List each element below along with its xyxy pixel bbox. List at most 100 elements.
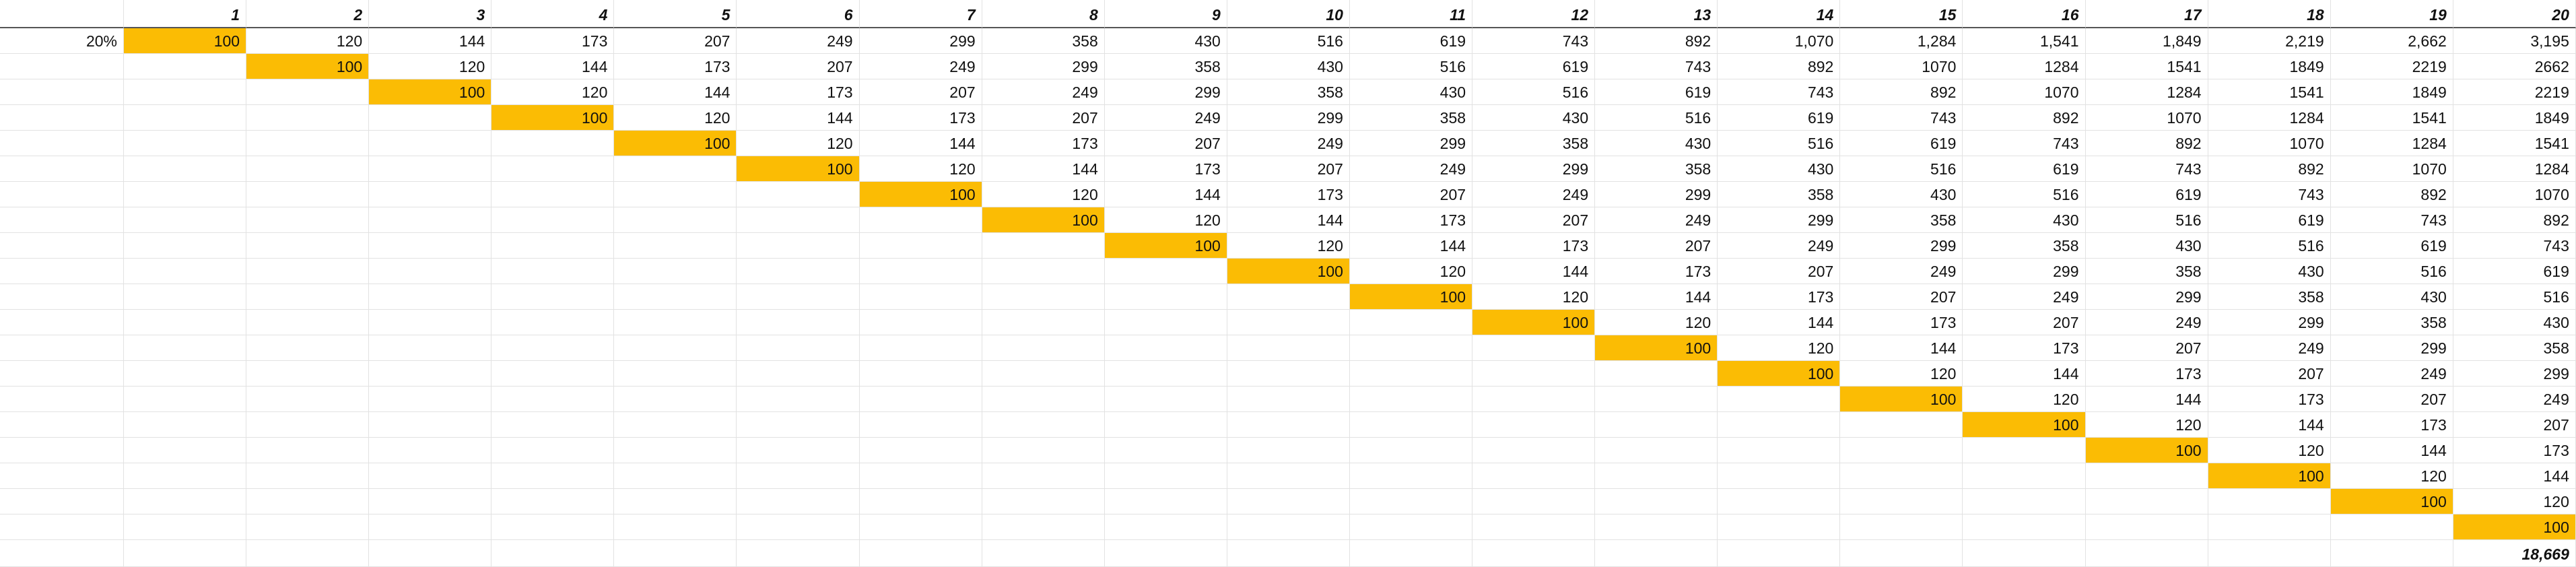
value-cell[interactable]: 619 <box>2208 207 2331 233</box>
value-cell[interactable]: 1541 <box>2208 79 2331 105</box>
value-cell[interactable]: 120 <box>859 156 982 182</box>
highlighted-cell[interactable]: 100 <box>859 182 982 207</box>
value-cell[interactable]: 207 <box>1227 156 1350 182</box>
value-cell[interactable]: 2219 <box>2330 54 2453 79</box>
value-cell[interactable]: 299 <box>1840 233 1963 259</box>
row-label-cell[interactable] <box>0 182 124 207</box>
value-cell[interactable]: 430 <box>1227 54 1350 79</box>
value-cell[interactable] <box>246 489 370 514</box>
value-cell[interactable] <box>614 463 737 489</box>
value-cell[interactable]: 144 <box>1718 310 1841 335</box>
value-cell[interactable] <box>737 259 860 284</box>
highlighted-cell[interactable]: 100 <box>2208 463 2331 489</box>
value-cell[interactable]: 619 <box>2085 182 2208 207</box>
value-cell[interactable] <box>982 233 1105 259</box>
value-cell[interactable] <box>1472 412 1596 438</box>
value-cell[interactable] <box>1963 489 2086 514</box>
value-cell[interactable]: 173 <box>737 79 860 105</box>
value-cell[interactable]: 249 <box>1840 259 1963 284</box>
value-cell[interactable]: 892 <box>1963 105 2086 131</box>
value-cell[interactable] <box>492 259 615 284</box>
row-label-cell[interactable] <box>0 284 124 310</box>
value-cell[interactable]: 120 <box>1595 310 1718 335</box>
value-cell[interactable]: 430 <box>1963 207 2086 233</box>
value-cell[interactable] <box>246 105 370 131</box>
value-cell[interactable] <box>614 412 737 438</box>
value-cell[interactable] <box>369 310 492 335</box>
value-cell[interactable] <box>1472 335 1596 361</box>
value-cell[interactable]: 120 <box>369 54 492 79</box>
value-cell[interactable] <box>1840 438 1963 463</box>
value-cell[interactable]: 299 <box>1595 182 1718 207</box>
total-cell[interactable]: 18,669 <box>2453 540 2576 567</box>
value-cell[interactable]: 430 <box>1472 105 1596 131</box>
column-header-5[interactable]: 5 <box>614 0 737 28</box>
value-cell[interactable]: 120 <box>737 131 860 156</box>
highlighted-cell[interactable]: 100 <box>369 79 492 105</box>
column-header-10[interactable]: 10 <box>1227 0 1350 28</box>
column-header-18[interactable]: 18 <box>2208 0 2331 28</box>
value-cell[interactable]: 120 <box>1104 207 1227 233</box>
value-cell[interactable] <box>1104 387 1227 412</box>
value-cell[interactable]: 430 <box>1595 131 1718 156</box>
value-cell[interactable]: 299 <box>1718 207 1841 233</box>
value-cell[interactable]: 207 <box>1718 259 1841 284</box>
value-cell[interactable]: 892 <box>2085 131 2208 156</box>
value-cell[interactable] <box>124 156 247 182</box>
value-cell[interactable] <box>124 233 247 259</box>
value-cell[interactable] <box>982 438 1105 463</box>
value-cell[interactable] <box>246 310 370 335</box>
value-cell[interactable]: 173 <box>1227 182 1350 207</box>
value-cell[interactable]: 1284 <box>2453 156 2576 182</box>
value-cell[interactable] <box>369 438 492 463</box>
value-cell[interactable]: 358 <box>1227 79 1350 105</box>
value-cell[interactable] <box>246 233 370 259</box>
column-header-6[interactable]: 6 <box>737 0 860 28</box>
value-cell[interactable]: 1070 <box>1963 79 2086 105</box>
total-row-cell[interactable] <box>1349 540 1473 567</box>
value-cell[interactable]: 207 <box>1840 284 1963 310</box>
total-row-cell[interactable] <box>1963 540 2086 567</box>
value-cell[interactable]: 144 <box>737 105 860 131</box>
value-cell[interactable]: 207 <box>1349 182 1473 207</box>
value-cell[interactable] <box>124 54 247 79</box>
value-cell[interactable] <box>859 438 982 463</box>
value-cell[interactable] <box>1349 335 1473 361</box>
value-cell[interactable] <box>1349 412 1473 438</box>
value-cell[interactable] <box>369 182 492 207</box>
value-cell[interactable] <box>859 489 982 514</box>
value-cell[interactable] <box>859 514 982 540</box>
value-cell[interactable]: 1,070 <box>1718 28 1841 54</box>
value-cell[interactable]: 619 <box>1840 131 1963 156</box>
column-header-17[interactable]: 17 <box>2085 0 2208 28</box>
value-cell[interactable] <box>614 233 737 259</box>
value-cell[interactable]: 299 <box>1472 156 1596 182</box>
value-cell[interactable] <box>1227 335 1350 361</box>
value-cell[interactable] <box>124 438 247 463</box>
value-cell[interactable]: 299 <box>1104 79 1227 105</box>
column-header-8[interactable]: 8 <box>982 0 1105 28</box>
value-cell[interactable]: 516 <box>1963 182 2086 207</box>
value-cell[interactable] <box>1718 463 1841 489</box>
value-cell[interactable]: 2219 <box>2453 79 2576 105</box>
value-cell[interactable]: 249 <box>2085 310 2208 335</box>
value-cell[interactable] <box>737 387 860 412</box>
column-header-9[interactable]: 9 <box>1104 0 1227 28</box>
value-cell[interactable]: 430 <box>1104 28 1227 54</box>
highlighted-cell[interactable]: 100 <box>492 105 615 131</box>
value-cell[interactable] <box>737 438 860 463</box>
value-cell[interactable] <box>1472 463 1596 489</box>
value-cell[interactable] <box>1104 361 1227 387</box>
value-cell[interactable]: 619 <box>1718 105 1841 131</box>
value-cell[interactable] <box>859 463 982 489</box>
value-cell[interactable] <box>246 131 370 156</box>
column-header-4[interactable]: 4 <box>492 0 615 28</box>
column-header-11[interactable]: 11 <box>1349 0 1473 28</box>
value-cell[interactable] <box>1595 514 1718 540</box>
value-cell[interactable] <box>859 259 982 284</box>
value-cell[interactable] <box>614 259 737 284</box>
value-cell[interactable] <box>859 387 982 412</box>
value-cell[interactable] <box>982 514 1105 540</box>
value-cell[interactable]: 743 <box>2208 182 2331 207</box>
value-cell[interactable] <box>1472 489 1596 514</box>
